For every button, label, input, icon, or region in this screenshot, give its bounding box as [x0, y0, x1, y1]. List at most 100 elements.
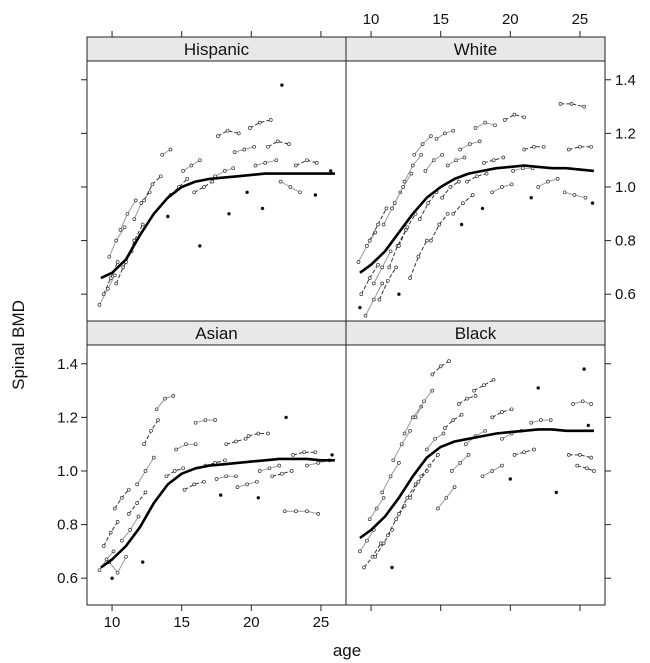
- data-point: [126, 512, 131, 516]
- smooth-curve: [100, 457, 335, 569]
- data-point: [278, 179, 283, 184]
- subject-line: [425, 154, 443, 172]
- data-point: [185, 177, 190, 181]
- single-point: [329, 169, 333, 173]
- data-point: [136, 514, 141, 519]
- x-tick-label: 20: [502, 11, 519, 28]
- data-point: [376, 262, 380, 267]
- data-point: [224, 474, 229, 479]
- data-point: [444, 495, 449, 500]
- data-point: [443, 131, 447, 136]
- data-point: [477, 139, 482, 144]
- data-point: [289, 469, 294, 473]
- data-point: [493, 123, 497, 128]
- subject-line: [514, 449, 535, 456]
- single-point: [198, 244, 202, 248]
- subject-line: [415, 390, 433, 418]
- subject-line: [249, 119, 271, 129]
- data-point: [362, 565, 366, 570]
- subject-line: [248, 433, 268, 437]
- data-point: [436, 506, 440, 511]
- data-point: [448, 185, 453, 189]
- smooth-curve: [359, 428, 594, 540]
- data-point: [470, 193, 475, 197]
- data-point: [214, 477, 219, 481]
- data-point: [192, 482, 197, 487]
- panel-asian: Asian: [86, 320, 347, 606]
- data-point: [491, 158, 496, 163]
- data-point: [367, 238, 372, 243]
- data-point: [440, 152, 444, 157]
- single-point: [480, 206, 485, 211]
- y-tick-label: 0.8: [615, 233, 636, 250]
- data-point: [143, 469, 148, 473]
- x-tick-label: 15: [173, 614, 190, 631]
- data-point: [111, 549, 116, 554]
- data-group: [356, 102, 595, 318]
- data-point: [121, 265, 126, 270]
- plot-frame-hispanic: [86, 60, 347, 322]
- data-point: [115, 260, 120, 264]
- data-point: [397, 461, 401, 465]
- single-point: [219, 493, 223, 497]
- data-point: [424, 238, 429, 243]
- data-point: [246, 434, 251, 438]
- subject-line: [284, 510, 319, 515]
- single-point: [397, 292, 401, 296]
- data-point: [192, 190, 197, 195]
- data-point: [392, 201, 397, 205]
- data-point: [313, 450, 318, 455]
- data-point: [210, 179, 215, 184]
- data-point: [193, 442, 198, 447]
- x-tick-label: 10: [363, 11, 380, 28]
- data-point: [380, 490, 385, 495]
- data-point: [314, 161, 319, 165]
- data-point: [181, 466, 185, 471]
- data-point: [142, 198, 146, 203]
- data-point: [225, 128, 230, 133]
- data-point: [566, 147, 571, 152]
- data-point: [427, 463, 432, 468]
- data-point: [164, 474, 169, 479]
- subject-line: [217, 130, 239, 137]
- data-point: [305, 463, 309, 468]
- subject-line: [524, 146, 544, 150]
- data-point: [449, 469, 454, 473]
- data-point: [483, 428, 488, 433]
- data-point: [399, 442, 404, 447]
- data-point: [416, 254, 421, 259]
- single-point: [280, 83, 284, 87]
- data-point: [115, 570, 120, 575]
- data-point: [97, 303, 102, 307]
- data-group: [97, 83, 335, 307]
- data-point: [438, 364, 443, 369]
- plot-frame-white: [345, 60, 606, 322]
- data-point: [539, 418, 543, 422]
- data-point: [555, 177, 560, 181]
- data-point: [150, 182, 155, 187]
- data-point: [410, 163, 415, 168]
- panel-black: Black: [345, 320, 606, 606]
- data-point: [305, 509, 309, 514]
- subject-line: [483, 157, 504, 164]
- subject-line: [491, 408, 512, 418]
- panels-layer: Hispanic White Asian Black: [86, 36, 606, 606]
- single-point: [245, 190, 249, 194]
- data-point: [376, 222, 380, 227]
- data-point: [426, 201, 431, 205]
- data-point: [108, 530, 113, 535]
- data-point: [589, 402, 593, 406]
- data-point: [558, 102, 563, 106]
- single-point: [110, 576, 114, 580]
- data-point: [316, 461, 321, 465]
- y-tick-label: 1.0: [615, 179, 636, 196]
- data-point: [509, 407, 514, 412]
- data-point: [189, 163, 194, 168]
- data-point: [408, 428, 412, 433]
- data-point: [101, 292, 106, 297]
- x-tick-label: 10: [104, 614, 121, 631]
- strip-hispanic: [86, 36, 347, 62]
- data-point: [143, 490, 148, 495]
- data-point: [451, 128, 456, 133]
- data-point: [115, 520, 120, 524]
